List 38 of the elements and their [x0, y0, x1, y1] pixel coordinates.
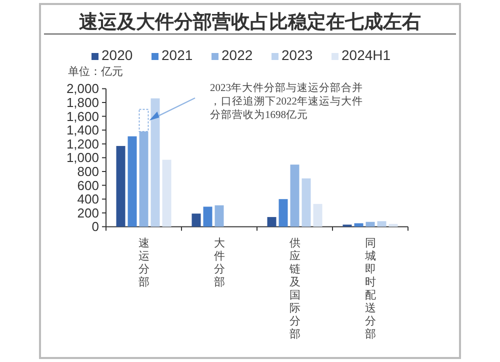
x-tick-label: 速运分部	[138, 236, 150, 289]
y-tick-label: 1,800	[66, 95, 99, 110]
legend-label: 2023	[282, 47, 313, 63]
bar	[302, 178, 311, 227]
bar	[267, 217, 276, 227]
y-tick-label: 1,200	[66, 136, 99, 152]
y-tick-label: 2,000	[66, 81, 99, 96]
y-tick-label: 600	[77, 178, 99, 193]
bar	[366, 222, 375, 227]
legend-label: 2021	[162, 47, 193, 63]
y-tick-label: 400	[77, 192, 99, 207]
y-tick-label: 0	[92, 219, 99, 234]
y-tick-label: 1,600	[66, 108, 99, 124]
chart-title: 速运及大件分部营收占比稳定在七成左右	[79, 11, 421, 33]
legend-label: 2020	[102, 47, 133, 63]
y-tick-label: 1,000	[66, 150, 99, 166]
bar	[313, 204, 322, 227]
bar	[290, 164, 300, 227]
bar	[128, 136, 137, 227]
y-axis-title: 单位：亿元	[68, 65, 123, 78]
bar	[214, 205, 224, 227]
x-tick-label: 大件分部	[214, 236, 225, 289]
y-tick-label: 1,400	[66, 122, 99, 138]
bar	[116, 146, 126, 227]
bar	[150, 98, 160, 227]
x-tick-label: 供应链及国际分部	[288, 238, 300, 341]
bar	[203, 206, 212, 227]
bar	[377, 221, 386, 227]
bar	[192, 214, 201, 227]
legend-label: 2024H1	[342, 47, 391, 63]
bar	[388, 224, 398, 227]
x-tick-label: 同城即时配送分部	[364, 238, 376, 341]
y-tick-label: 200	[77, 205, 99, 220]
bar	[162, 160, 172, 227]
annotation: 2023年大件分部与速运分部合并，口径追溯下2022年速运与大件分部营收为1698亿元	[210, 81, 363, 121]
y-tick-label: 800	[77, 164, 99, 179]
legend-label: 2022	[222, 47, 253, 63]
bar	[278, 199, 288, 227]
